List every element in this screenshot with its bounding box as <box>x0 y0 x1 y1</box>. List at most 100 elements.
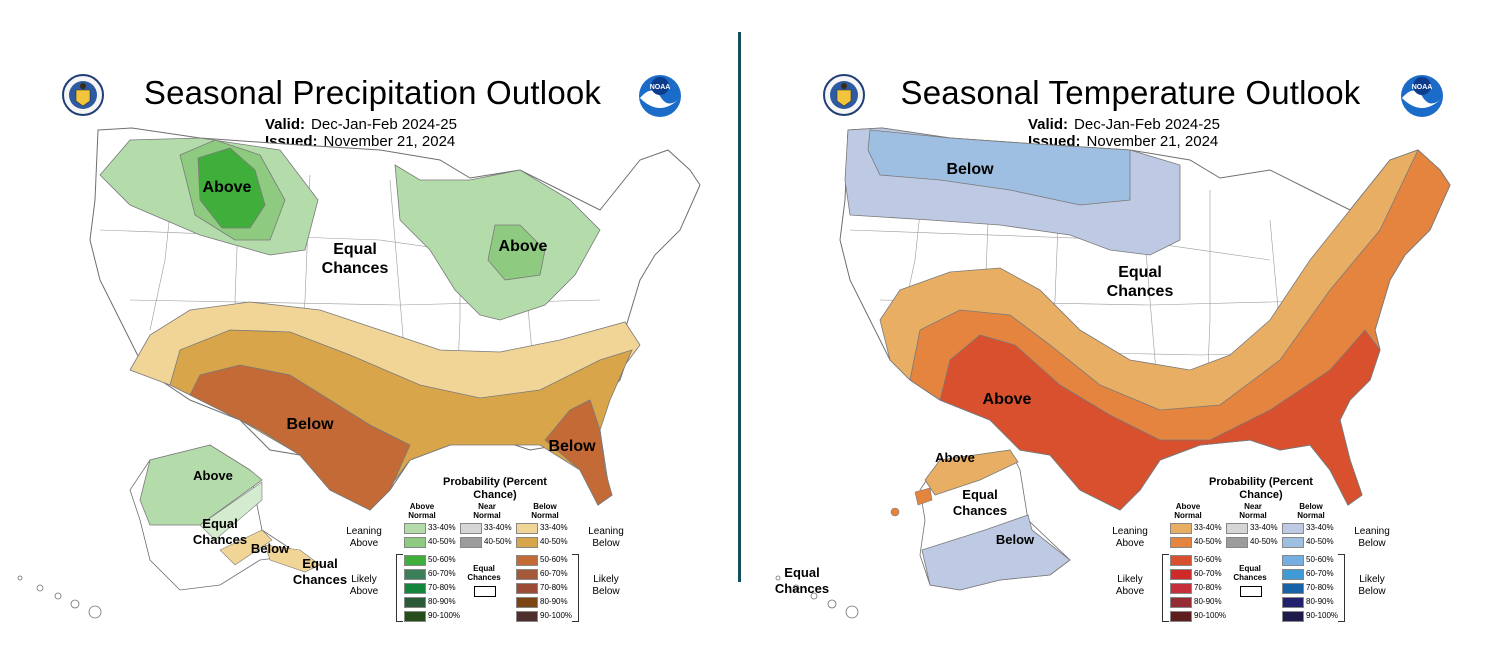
above-swatch <box>1170 583 1192 594</box>
label-equal-center: Equal Chances <box>1106 264 1174 300</box>
above-range-label: 33-40% <box>1194 523 1222 532</box>
near-range-label: 40-50% <box>484 537 512 546</box>
below-range-label: 90-100% <box>540 611 573 620</box>
above-swatch <box>404 583 426 594</box>
label-above-south: Above <box>982 391 1032 408</box>
legend-equal-chances: Equal Chances <box>1233 564 1267 582</box>
svg-text:NOAA: NOAA <box>1412 84 1433 91</box>
label-alaska-equal: Equal Chances <box>952 487 1008 518</box>
above-range-label: 40-50% <box>1194 537 1222 546</box>
below-range-label: 50-60% <box>540 555 568 564</box>
doc-seal-icon <box>62 74 104 116</box>
above-swatch <box>1170 569 1192 580</box>
above-range-label: 33-40% <box>428 523 456 532</box>
above-range-label: 90-100% <box>428 611 461 620</box>
below-swatch <box>516 583 538 594</box>
below-range-label: 70-80% <box>1306 583 1334 592</box>
below-range-label: 40-50% <box>540 537 568 546</box>
near-swatch <box>460 523 482 534</box>
doc-seal-icon <box>823 74 865 116</box>
temperature-map <box>775 127 1451 619</box>
below-swatch <box>1282 597 1304 608</box>
panel-divider <box>738 32 741 582</box>
near-swatch <box>1226 537 1248 548</box>
above-range-label: 80-90% <box>428 597 456 606</box>
label-hawaii-equal: Equal Chances <box>292 556 348 587</box>
label-above-great-lakes: Above <box>498 238 548 255</box>
above-range-label: 80-90% <box>1194 597 1222 606</box>
legend-col-below: Below Normal <box>1297 502 1325 520</box>
below-swatch <box>1282 555 1304 566</box>
legend-likely-above: Likely Above <box>349 574 379 597</box>
svg-text:NOAA: NOAA <box>650 84 671 91</box>
map-title: Seasonal Precipitation Outlook <box>143 74 602 111</box>
below-range-label: 80-90% <box>540 597 568 606</box>
legend-leaning-above: Leaning Above <box>346 526 382 549</box>
legend-leaning-below: Leaning Below <box>1354 526 1390 549</box>
below-swatch <box>1282 611 1304 622</box>
above-range-label: 40-50% <box>428 537 456 546</box>
label-below-southeast: Below <box>548 438 596 455</box>
precip-legend: Probability (Percent Chance) Above Norma… <box>340 476 640 626</box>
below-swatch <box>1282 569 1304 580</box>
below-range-label: 50-60% <box>1306 555 1334 564</box>
below-range-label: 70-80% <box>540 583 568 592</box>
noaa-logo-icon: NOAA <box>638 74 682 118</box>
legend-likely-below: Likely Below <box>1358 574 1386 597</box>
above-swatch <box>1170 537 1192 548</box>
legend-title: Probability (Percent Chance) <box>1209 476 1313 501</box>
below-range-label: 60-70% <box>1306 569 1334 578</box>
label-below-southwest: Below <box>286 416 334 433</box>
above-swatch <box>404 597 426 608</box>
near-range-label: 33-40% <box>1250 523 1278 532</box>
valid-period: Valid: Dec-Jan-Feb 2024-25 <box>265 116 457 133</box>
label-hawaii-equal: Equal Chances <box>774 565 830 596</box>
above-swatch <box>1170 597 1192 608</box>
temp-legend: Probability (Percent Chance) Above Norma… <box>1106 476 1406 626</box>
label-alaska-below: Below <box>250 541 290 556</box>
legend-col-above: Above Normal <box>408 502 436 520</box>
above-swatch <box>404 569 426 580</box>
near-swatch <box>1226 523 1248 534</box>
label-below-north: Below <box>946 161 994 178</box>
above-range-label: 50-60% <box>1194 555 1222 564</box>
below-range-label: 60-70% <box>540 569 568 578</box>
near-range-label: 33-40% <box>484 523 512 532</box>
above-range-label: 70-80% <box>1194 583 1222 592</box>
label-above-nw: Above <box>202 179 252 196</box>
precipitation-outlook-panel: NOAA Seasonal Precipitation Outlook Vali… <box>0 0 745 661</box>
map-title: Seasonal Temperature Outlook <box>900 74 1361 111</box>
noaa-logo-icon: NOAA <box>1400 74 1444 118</box>
label-alaska-above: Above <box>193 468 233 483</box>
legend-equal-chances: Equal Chances <box>467 564 501 582</box>
label-alaska-above: Above <box>935 450 975 465</box>
above-swatch <box>1170 555 1192 566</box>
below-swatch <box>516 611 538 622</box>
below-range-label: 40-50% <box>1306 537 1334 546</box>
above-swatch <box>404 523 426 534</box>
hawaii-islands <box>775 575 859 619</box>
below-swatch <box>1282 583 1304 594</box>
below-swatch <box>1282 523 1304 534</box>
legend-leaning-below: Leaning Below <box>588 526 624 549</box>
legend-col-near: Near Normal <box>473 502 501 520</box>
hawaii-islands <box>17 575 102 619</box>
precipitation-map <box>17 127 701 619</box>
above-range-label: 90-100% <box>1194 611 1227 620</box>
near-range-label: 40-50% <box>1250 537 1278 546</box>
below-swatch <box>1282 537 1304 548</box>
legend-col-above: Above Normal <box>1174 502 1202 520</box>
label-equal-center: Equal Chances <box>321 241 389 277</box>
legend-equal-swatch <box>1240 586 1262 597</box>
legend-equal-swatch <box>474 586 496 597</box>
above-swatch <box>404 555 426 566</box>
label-alaska-equal: Equal Chances <box>192 516 248 547</box>
below-range-label: 80-90% <box>1306 597 1334 606</box>
near-swatch <box>460 537 482 548</box>
below-range-label: 33-40% <box>540 523 568 532</box>
legend-title: Probability (Percent Chance) <box>443 476 547 501</box>
legend-col-below: Below Normal <box>531 502 559 520</box>
above-swatch <box>404 537 426 548</box>
below-swatch <box>516 523 538 534</box>
below-range-label: 90-100% <box>1306 611 1339 620</box>
